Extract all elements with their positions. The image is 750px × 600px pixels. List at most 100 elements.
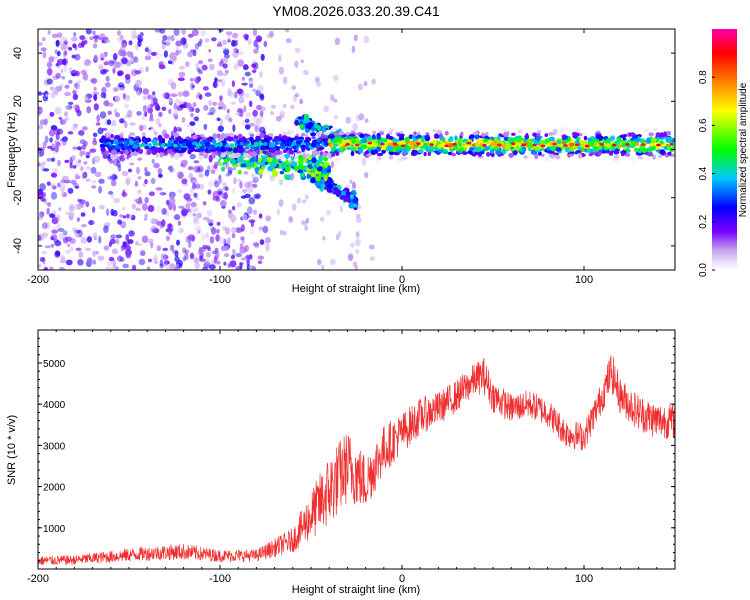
heatmap-cell — [279, 110, 285, 117]
heatmap-cell — [202, 244, 208, 250]
heatmap-cell — [216, 147, 221, 151]
heatmap-cell — [611, 143, 617, 147]
heatmap-cell — [224, 147, 229, 151]
heatmap-cell — [292, 145, 297, 150]
heatmap-cell — [269, 30, 274, 38]
heatmap-cell — [55, 72, 61, 79]
heatmap-cell — [132, 144, 139, 149]
heatmap-cell — [169, 165, 174, 173]
heatmap-cell — [242, 138, 248, 144]
heatmap-cell — [467, 139, 473, 143]
heatmap-cell — [265, 144, 270, 150]
heatmap-cell — [107, 110, 112, 116]
heatmap-cell — [248, 152, 253, 155]
heatmap-cell — [86, 151, 91, 155]
heatmap-cell — [245, 112, 252, 118]
heatmap-cell — [272, 146, 277, 151]
heatmap-cell — [227, 87, 233, 93]
heatmap-cell — [144, 166, 148, 173]
heatmap-cell — [92, 43, 98, 49]
heatmap-cell — [111, 248, 118, 255]
heatmap-cell — [495, 149, 502, 155]
heatmap-cell — [575, 139, 580, 143]
heatmap-cell — [296, 197, 302, 204]
heatmap-cell — [177, 171, 184, 179]
heatmap-cell — [262, 225, 269, 234]
heatmap-cell — [285, 166, 291, 172]
heatmap-cell — [544, 133, 549, 138]
heatmap-cell — [178, 49, 182, 54]
heatmap-cell — [338, 131, 345, 136]
heatmap-cell — [279, 229, 284, 236]
heatmap-cell — [247, 38, 252, 46]
heatmap-cell — [60, 255, 66, 263]
heatmap-cell — [166, 149, 173, 154]
heatmap-cell — [146, 266, 151, 270]
heatmap-cell — [151, 138, 158, 145]
heatmap-cell — [124, 103, 129, 109]
heatmap-cell — [169, 244, 175, 251]
heatmap-cell — [254, 194, 261, 200]
heatmap-cell — [275, 150, 279, 154]
heatmap-cell — [72, 125, 77, 131]
heatmap-cell — [168, 53, 175, 61]
heatmap-cell — [71, 54, 76, 59]
heatmap-cell — [57, 228, 65, 232]
heatmap-cell — [82, 143, 87, 150]
heatmap-cell — [220, 159, 224, 163]
heatmap-cell — [222, 63, 228, 69]
heatmap-cell — [216, 70, 223, 77]
heatmap-cell — [105, 39, 111, 44]
heatmap-cell — [105, 138, 110, 143]
heatmap-cell — [272, 170, 279, 177]
heatmap-cell — [62, 58, 69, 66]
heatmap-cell — [348, 147, 354, 151]
heatmap-cell — [323, 140, 328, 145]
heatmap-cell — [159, 152, 164, 158]
heatmap-cell — [171, 151, 175, 156]
heatmap-cell — [555, 147, 562, 152]
heatmap-cell — [38, 91, 43, 96]
heatmap-cell — [93, 155, 101, 163]
heatmap-cell — [158, 64, 166, 70]
heatmap-cell — [189, 146, 195, 152]
heatmap-cell — [221, 166, 225, 172]
heatmap-cell — [105, 75, 110, 82]
heatmap-cell — [568, 142, 575, 147]
heatmap-cell — [226, 109, 230, 114]
heatmap-cell — [275, 141, 279, 146]
heatmap-cell — [282, 76, 288, 85]
heatmap-cell — [51, 87, 57, 95]
heatmap-cell — [544, 156, 549, 162]
heatmap-cell — [624, 153, 631, 157]
heatmap-cell — [186, 142, 192, 148]
heatmap-cell — [121, 146, 125, 151]
heatmap-cell — [98, 36, 103, 41]
heatmap-cell — [41, 232, 49, 238]
heatmap-cell — [189, 153, 196, 160]
heatmap-cell — [117, 30, 121, 36]
heatmap-cell — [617, 139, 623, 143]
heatmap-cell — [142, 88, 149, 95]
heatmap-cell — [108, 256, 115, 262]
heatmap-cell — [178, 71, 186, 78]
heatmap-cell — [83, 161, 88, 165]
heatmap-cell — [50, 236, 55, 241]
heatmap-cell — [42, 198, 47, 203]
heatmap-cell — [251, 179, 257, 184]
heatmap-cell — [85, 29, 92, 35]
heatmap-cell — [568, 153, 574, 157]
heatmap-cell — [511, 148, 515, 152]
heatmap-cell — [207, 246, 211, 252]
heatmap-cell — [57, 182, 61, 188]
heatmap-cell — [158, 173, 163, 178]
heatmap-cell — [277, 208, 280, 216]
heatmap-cell — [458, 141, 462, 148]
heatmap-cell — [198, 248, 204, 256]
heatmap-cell — [110, 234, 116, 240]
heatmap-cell — [213, 164, 218, 169]
heatmap-cell — [68, 101, 74, 105]
heatmap-cell — [475, 141, 480, 147]
heatmap-cell — [270, 142, 275, 148]
heatmap-cell — [139, 32, 144, 37]
